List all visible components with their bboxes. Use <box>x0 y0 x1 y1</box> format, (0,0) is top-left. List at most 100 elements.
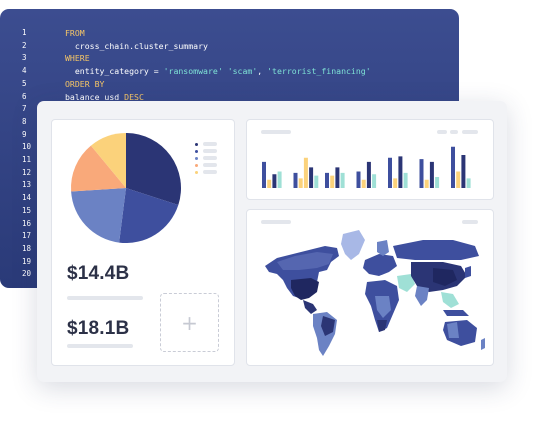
bar-series-1[interactable] <box>262 161 266 188</box>
code-line[interactable]: 14 <box>0 193 459 206</box>
map-region-central-africa <box>375 296 391 318</box>
code-line[interactable]: 12 <box>0 168 459 181</box>
bar-series-1[interactable] <box>388 157 392 188</box>
line-number: 6 <box>22 91 27 101</box>
bar-series-4[interactable] <box>340 172 345 188</box>
add-widget-button[interactable]: + <box>160 293 219 352</box>
bar-series-3[interactable] <box>272 174 277 188</box>
pie-slice-4[interactable] <box>71 145 126 192</box>
pie-chart <box>71 133 181 243</box>
bar-series-2[interactable] <box>267 179 272 188</box>
bar-series-2[interactable] <box>393 178 398 188</box>
bar-series-3[interactable] <box>366 161 371 188</box>
line-number: 20 <box>22 269 32 279</box>
pie-slice-2[interactable] <box>119 188 179 243</box>
bar-series-2[interactable] <box>456 171 461 189</box>
code-token: DESC <box>124 91 144 102</box>
map-region-brazil <box>321 316 335 336</box>
code-line[interactable]: 19 <box>0 257 459 270</box>
legend-label <box>203 156 217 160</box>
line-number: 9 <box>22 129 27 139</box>
line-number: 19 <box>22 256 32 266</box>
code-line[interactable]: 18 <box>0 244 459 257</box>
bar-series-1[interactable] <box>451 146 455 188</box>
code-text: balance_usd DESC <box>65 92 144 102</box>
map-region-europe <box>363 254 397 276</box>
bar-series-2[interactable] <box>298 178 303 188</box>
line-number: 10 <box>22 142 32 152</box>
code-line[interactable]: 3 WHERE <box>0 53 459 66</box>
pie-slice-3[interactable] <box>71 188 126 243</box>
code-line[interactable]: 5 ORDER BY <box>0 79 459 92</box>
map-region-greenland <box>341 230 365 260</box>
code-line[interactable]: 11 <box>0 155 459 168</box>
legend-swatch <box>195 164 198 167</box>
map-region-west-australia <box>447 322 459 338</box>
line-number: 8 <box>22 116 27 126</box>
chart-control[interactable] <box>462 130 478 134</box>
code-token: ORDER BY <box>65 78 105 89</box>
map-region-indonesia <box>443 310 469 316</box>
bar-series-1[interactable] <box>419 159 424 188</box>
bar-chart-panel <box>246 119 494 200</box>
bar-series-2[interactable] <box>424 179 429 188</box>
bar-series-4[interactable] <box>435 177 440 188</box>
bar-series-2[interactable] <box>330 175 335 188</box>
line-number: 14 <box>22 193 32 203</box>
code-token: balance_usd <box>65 91 125 102</box>
line-number: 5 <box>22 78 27 88</box>
map-region-south-africa <box>377 320 387 332</box>
legend-swatch <box>195 150 198 153</box>
code-text: cross_chain.cluster_summary <box>65 41 208 51</box>
map-region-india <box>415 286 429 306</box>
bar-series-4[interactable] <box>277 171 282 189</box>
code-token: , <box>257 66 268 77</box>
map-region-japan <box>465 266 471 278</box>
bar-series-4[interactable] <box>372 174 377 188</box>
code-line[interactable]: 15 <box>0 206 459 219</box>
summary-panel: $14.4B $18.1B + <box>51 119 235 366</box>
code-line[interactable]: 17 <box>0 231 459 244</box>
code-line[interactable]: 6 balance_usd DESC <box>0 92 459 105</box>
kpi-value-1: $14.4B <box>67 263 130 284</box>
bar-series-3[interactable] <box>309 167 314 188</box>
line-number: 12 <box>22 167 32 177</box>
map-region-southeast-asia <box>441 292 459 308</box>
bar-series-3[interactable] <box>398 156 403 188</box>
map-control[interactable] <box>462 220 478 224</box>
code-line[interactable]: 7 <box>0 104 459 117</box>
code-line[interactable]: 9 <box>0 130 459 143</box>
line-number: 17 <box>22 231 32 241</box>
line-number: 18 <box>22 243 32 253</box>
code-line[interactable]: 2 cross_chain.cluster_summary <box>0 41 459 54</box>
code-line[interactable]: 8 <box>0 117 459 130</box>
code-text: WHERE <box>65 53 90 63</box>
bar-series-4[interactable] <box>466 178 471 188</box>
code-line[interactable]: 16 <box>0 219 459 232</box>
bar-chart <box>262 146 471 189</box>
bar-series-1[interactable] <box>356 171 361 189</box>
code-line[interactable]: 20 <box>0 269 459 282</box>
code-line[interactable]: 4 entity_category = 'ransomware' 'scam',… <box>0 66 459 79</box>
map-region-russia <box>393 240 479 260</box>
line-number: 11 <box>22 155 32 164</box>
code-line[interactable]: 1 FROM <box>0 28 459 41</box>
line-number: 3 <box>22 53 27 63</box>
bar-series-4[interactable] <box>403 172 408 188</box>
code-line[interactable]: 13 <box>0 180 459 193</box>
code-line[interactable]: 10 <box>0 142 459 155</box>
chart-control[interactable] <box>437 130 447 134</box>
bar-series-2[interactable] <box>361 179 366 188</box>
bar-series-2b[interactable] <box>303 157 308 188</box>
bar-series-4[interactable] <box>314 175 319 188</box>
pie-slice-5[interactable] <box>90 133 126 188</box>
code-token: 'ransomware' <box>163 66 223 77</box>
bar-series-1[interactable] <box>325 172 329 188</box>
legend-label <box>203 163 217 167</box>
bar-series-1[interactable] <box>293 172 298 188</box>
chart-control[interactable] <box>450 130 458 134</box>
bar-series-3[interactable] <box>335 167 340 188</box>
bar-series-3[interactable] <box>429 161 434 188</box>
bar-series-3[interactable] <box>461 155 466 188</box>
pie-slice-1[interactable] <box>126 133 181 205</box>
